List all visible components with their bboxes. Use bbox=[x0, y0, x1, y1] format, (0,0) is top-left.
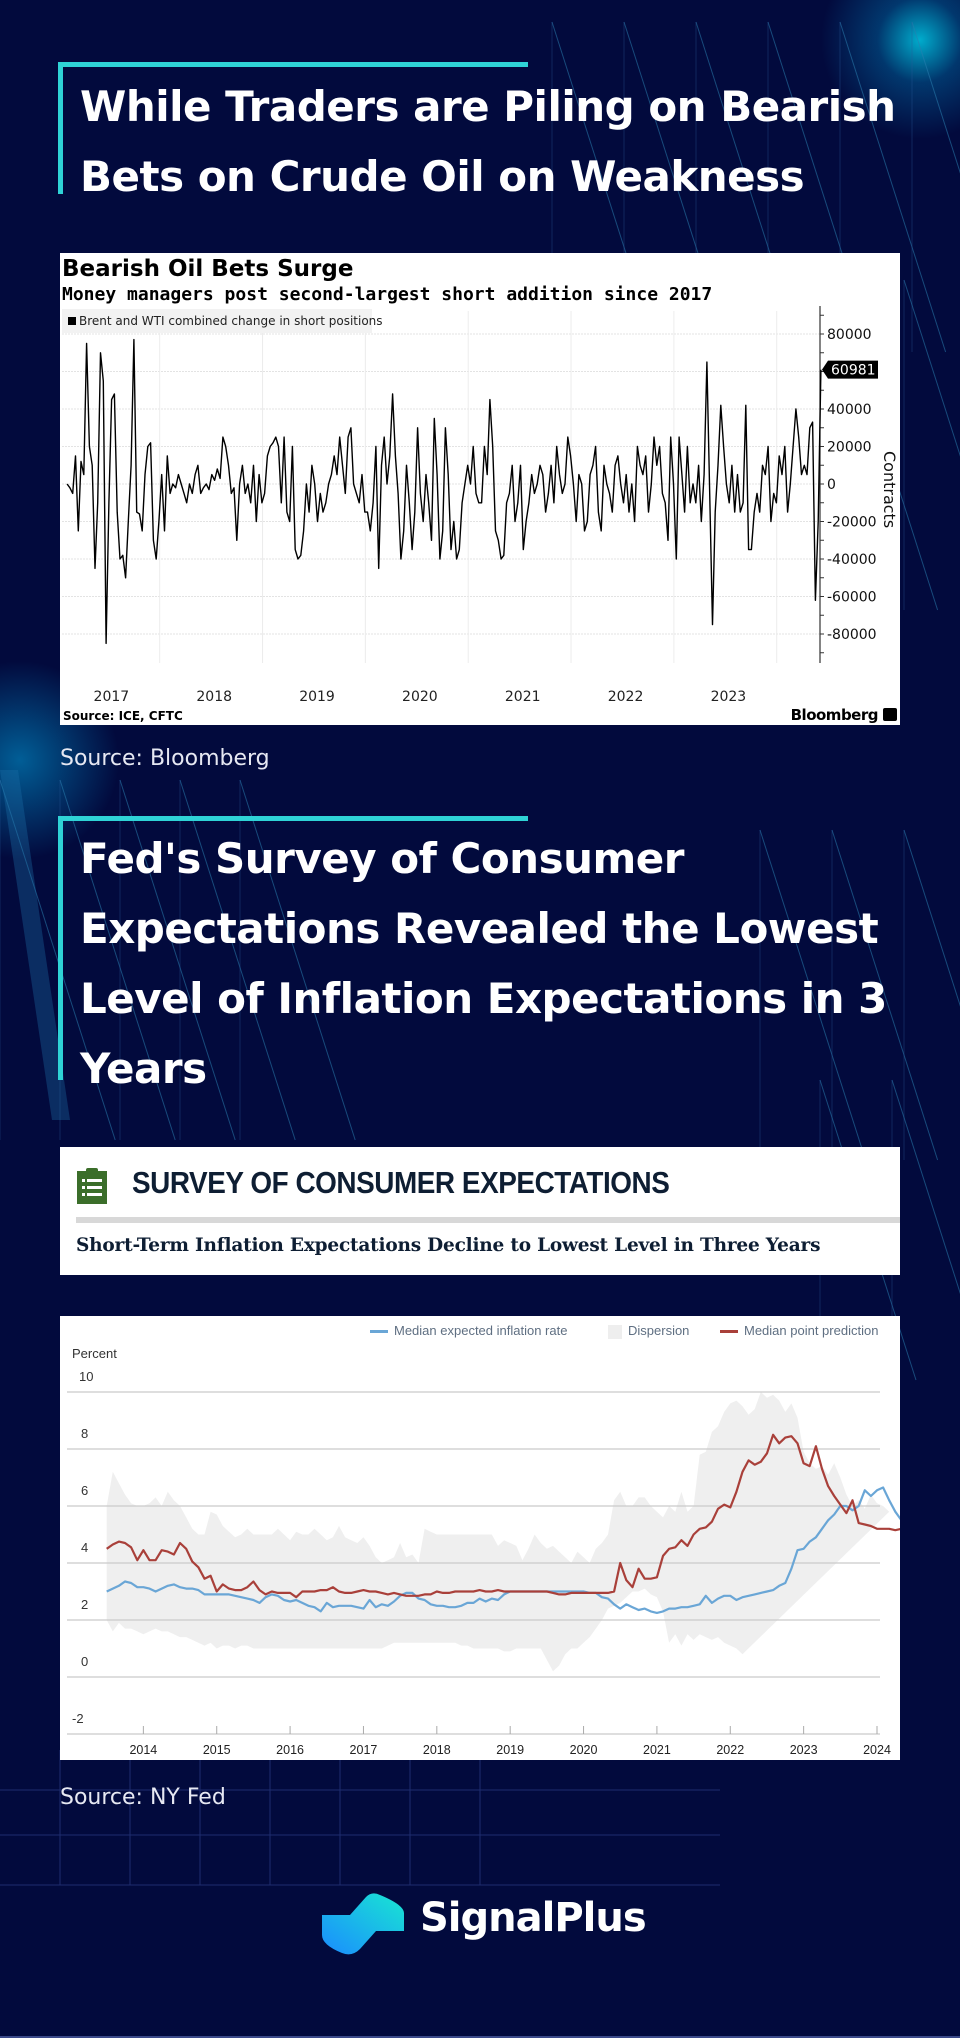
y-tick-label: 80000 bbox=[827, 327, 872, 343]
legend-swatch bbox=[720, 1330, 738, 1334]
survey-subtitle: Short-Term Inflation Expectations Declin… bbox=[76, 1235, 821, 1256]
x-tick-label: 2014 bbox=[129, 1743, 157, 1757]
decorative-stripe bbox=[0, 770, 70, 1120]
bloomberg-chart-card: 80000 40000 20000 0 -20000 -40000 -60000 -80000… bbox=[60, 253, 900, 725]
decorative-line bbox=[119, 779, 236, 1141]
x-tick-label: 2019 bbox=[299, 689, 335, 705]
y-tick-label: 0 bbox=[827, 477, 836, 493]
x-tick-label: 2020 bbox=[402, 689, 438, 705]
y-tick-label: 10 bbox=[79, 1369, 93, 1384]
x-tick-label: 2022 bbox=[608, 689, 644, 705]
nyfed-chart-card: -2 0 2 4 6 8 10 2014 2015 2016 2017 2018 2019 2020 202… bbox=[60, 1316, 900, 1760]
accent-bar-left bbox=[58, 62, 63, 194]
y-axis-label: Percent bbox=[72, 1346, 117, 1361]
decorative-line bbox=[179, 779, 296, 1141]
decorative-line bbox=[839, 21, 947, 353]
brand-name: SignalPlus bbox=[420, 1895, 647, 1941]
y-tick-label: -40000 bbox=[827, 552, 877, 568]
legend-label: Brent and WTI combined change in short p… bbox=[79, 314, 383, 328]
decorative-line bbox=[0, 779, 116, 1141]
heading-line: Level of Inflation Expectations in 3 bbox=[80, 974, 887, 1023]
y-tick-label: 8 bbox=[81, 1426, 88, 1441]
heading-line: Fed's Survey of Consumer bbox=[80, 834, 684, 883]
decorative-line bbox=[759, 829, 867, 1161]
x-tick-label: 2018 bbox=[196, 689, 232, 705]
x-tick-label: 2017 bbox=[350, 1743, 378, 1757]
series-line-median-point bbox=[106, 1433, 900, 1599]
y-tick-label: 0 bbox=[81, 1654, 88, 1669]
y-tick-label: 40000 bbox=[827, 402, 872, 418]
heading-line: Bets on Crude Oil on Weakness bbox=[80, 152, 805, 201]
y-axis-label: Contracts bbox=[880, 451, 899, 528]
bloomberg-chart: 80000 40000 20000 0 -20000 -40000 -60000 -80000… bbox=[62, 306, 899, 705]
x-tick-label: 2022 bbox=[716, 1743, 744, 1757]
bloomberg-brand: Bloomberg bbox=[790, 706, 879, 724]
x-tick-label: 2024 bbox=[863, 1743, 891, 1757]
source-note: Source: Bloomberg bbox=[60, 746, 270, 771]
legend-label: Dispersion bbox=[628, 1323, 690, 1338]
decorative-line bbox=[903, 829, 960, 1007]
last-value-tag bbox=[822, 360, 878, 379]
last-value-label: 60981 bbox=[831, 363, 876, 379]
decorative-line bbox=[903, 279, 960, 457]
legend-item-median-expected: Median expected inflation rate bbox=[370, 1323, 567, 1338]
x-tick-label: 2019 bbox=[496, 1743, 524, 1757]
decorative-line bbox=[891, 1079, 960, 1295]
legend-item-dispersion: Dispersion bbox=[608, 1323, 689, 1339]
bloomberg-logo-icon bbox=[883, 708, 897, 721]
chart-title: Bearish Oil Bets Surge bbox=[62, 256, 354, 282]
legend-swatch bbox=[68, 317, 76, 325]
y-tick-label: 4 bbox=[81, 1540, 88, 1555]
x-tick-label: 2021 bbox=[643, 1743, 671, 1757]
y-tick-label: 6 bbox=[81, 1483, 88, 1498]
chart-legend: Brent and WTI combined change in short p… bbox=[62, 309, 383, 333]
chart-subtitle: Money managers post second-largest short… bbox=[62, 284, 713, 305]
accent-bar-top bbox=[58, 62, 528, 67]
source-note: Source: NY Fed bbox=[60, 1785, 226, 1810]
x-tick-label: 2021 bbox=[505, 689, 541, 705]
divider bbox=[76, 1217, 900, 1223]
decorative-line bbox=[911, 21, 960, 174]
decorative-line bbox=[59, 779, 176, 1141]
x-tick-label: 2023 bbox=[711, 689, 747, 705]
x-tick-label: 2016 bbox=[276, 1743, 304, 1757]
legend-swatch bbox=[370, 1330, 388, 1334]
x-tick-label: 2015 bbox=[203, 1743, 231, 1757]
y-tick-label: -20000 bbox=[827, 515, 877, 531]
heading-line: Years bbox=[80, 1044, 207, 1093]
nyfed-chart: -2 0 2 4 6 8 10 2014 2015 2016 2017 2018 2019 2020 202… bbox=[67, 1369, 900, 1757]
y-tick-label: 2 bbox=[81, 1597, 88, 1612]
accent-bar-top bbox=[58, 816, 528, 821]
legend-label: Median point prediction bbox=[744, 1323, 879, 1338]
clipboard-list-icon bbox=[77, 1168, 107, 1204]
series-line-median-expected bbox=[106, 1486, 900, 1614]
x-tick-label: 2017 bbox=[94, 689, 130, 705]
y-tick-label: -2 bbox=[72, 1711, 84, 1726]
heading-line: While Traders are Piling on Bearish bbox=[80, 82, 896, 131]
y-tick-label: -80000 bbox=[827, 627, 877, 643]
survey-title: SURVEY OF CONSUMER EXPECTATIONS bbox=[132, 1165, 670, 1200]
bottom-border bbox=[0, 2036, 960, 2038]
dispersion-band bbox=[106, 1392, 890, 1672]
y-tick-label: 20000 bbox=[827, 440, 872, 456]
y-tick-label: -60000 bbox=[827, 590, 877, 606]
legend-label: Median expected inflation rate bbox=[394, 1323, 568, 1338]
decorative-line bbox=[239, 779, 356, 1141]
survey-banner: SURVEY OF CONSUMER EXPECTATIONS Short-Te… bbox=[60, 1147, 900, 1275]
accent-bar-left bbox=[58, 816, 63, 1080]
x-tick-label: 2020 bbox=[570, 1743, 598, 1757]
chart-source: Source: ICE, CFTC bbox=[63, 709, 183, 723]
legend-item-median-point: Median point prediction bbox=[720, 1323, 878, 1338]
decorative-line bbox=[831, 829, 939, 1161]
series-line-short-positions bbox=[66, 338, 822, 645]
legend-swatch bbox=[608, 1324, 622, 1339]
x-tick-label: 2018 bbox=[423, 1743, 451, 1757]
heading-line: Expectations Revealed the Lowest bbox=[80, 904, 879, 953]
x-tick-label: 2023 bbox=[790, 1743, 818, 1757]
signalplus-logo-icon bbox=[322, 1893, 404, 1955]
